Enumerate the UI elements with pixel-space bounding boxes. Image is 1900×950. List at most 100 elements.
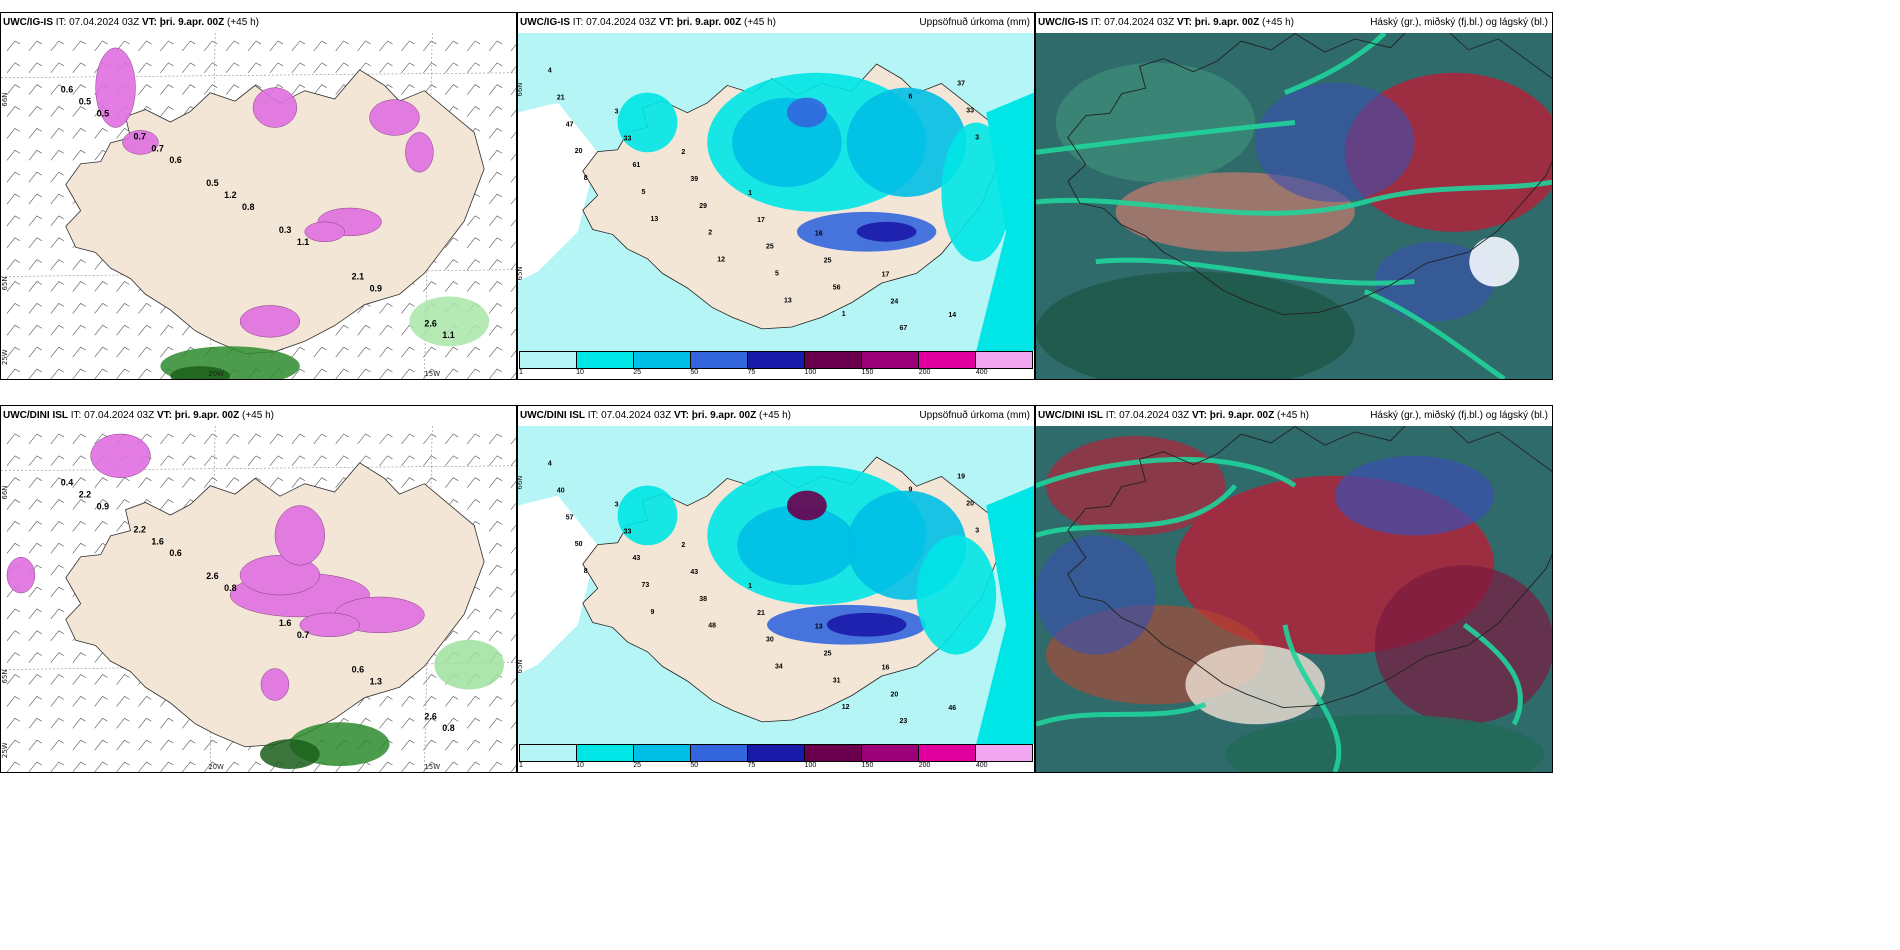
lat-label: 65N	[518, 659, 524, 673]
model-name: UWC/DINI ISL	[520, 410, 585, 421]
precip-value-label: 3	[615, 501, 619, 508]
model-name: UWC/IG-IS	[3, 17, 53, 28]
valid-time: þri. 9.apr. 00Z	[174, 410, 240, 421]
lat-label: 65N	[518, 266, 524, 280]
colorbar-swatch	[577, 352, 634, 368]
precip-value-label: 57	[566, 514, 574, 521]
precip-value-label: 29	[699, 203, 707, 210]
coastline	[1067, 33, 1552, 316]
lat-label: 66N	[518, 83, 524, 97]
snow-value-label: 0.9	[370, 284, 382, 294]
precip-value-label: 9	[908, 487, 912, 494]
coastline	[1067, 426, 1552, 709]
lat-label: 66N	[518, 476, 524, 490]
colorbar-tick: 400	[975, 762, 988, 769]
snow-value-label: 0.6	[61, 85, 73, 95]
precip-value-label: 43	[633, 555, 641, 562]
precip-value-label: 34	[775, 663, 783, 670]
precip-value-label: 13	[784, 297, 792, 304]
model-name: UWC/IG-IS	[520, 17, 570, 28]
colorbar-swatch	[805, 745, 862, 761]
precip-value-label: 67	[900, 325, 908, 332]
snow-value-label: 1.3	[370, 677, 382, 687]
precip-value-label: 38	[699, 596, 707, 603]
precip-value-label: 50	[575, 541, 583, 548]
precip-value-label: 3	[615, 108, 619, 115]
panel-header: UWC/IG-IS IT: 07.04.2024 03Z VT: þri. 9.…	[1, 13, 516, 33]
precip-value-label: 48	[708, 623, 716, 630]
lon-label: 15W	[424, 763, 440, 771]
precip-value-label: 17	[757, 217, 765, 224]
lead-time: (+45 h)	[759, 410, 791, 421]
panel-cloud-row1: UWC/IG-IS IT: 07.04.2024 03Z VT: þri. 9.…	[1035, 12, 1553, 380]
panel-header: UWC/DINI ISL IT: 07.04.2024 03Z VT: þri.…	[1036, 406, 1552, 426]
precip-value-label: 20	[891, 691, 899, 698]
colorbar-tick: 50	[690, 369, 699, 376]
panel-title: Háský (gr.), miðský (fj.bl.) og lágský (…	[1370, 17, 1548, 28]
precip-value-label: 25	[766, 244, 774, 251]
panel-precip-row1: UWC/IG-IS IT: 07.04.2024 03Z VT: þri. 9.…	[517, 12, 1035, 380]
precip-value-label: 61	[633, 162, 641, 169]
precip-value-label: 8	[584, 568, 588, 575]
init-time: IT: 07.04.2024 03Z	[1105, 410, 1190, 421]
precip-value-label: 5	[642, 189, 646, 196]
valid-time-label: VT:	[658, 17, 674, 28]
map-precip: 4 3 2 1 13 16 46 40 33 43 21 25 20 19 57 43 38 30 31 23 20 50…	[518, 426, 1034, 744]
valid-time-label: VT:	[1176, 17, 1192, 28]
colorbar-tick: 1	[519, 369, 523, 376]
valid-time-label: VT:	[673, 410, 689, 421]
snow-value-label: 0.7	[297, 630, 309, 640]
init-time: IT: 07.04.2024 03Z	[55, 17, 140, 28]
snow-value-label: 1.2	[224, 190, 236, 200]
colorbar-tick: 10	[576, 762, 584, 769]
map-precip: 4 3 2 1 16 17 14 21 33 39 17 25 24 37 47 61 29 25 56 67 33 20…	[518, 33, 1034, 351]
precip-value-label: 12	[717, 257, 725, 264]
snow-value-label: 0.8	[442, 723, 454, 733]
map-cloud	[1036, 33, 1552, 379]
precip-value-label: 47	[566, 121, 574, 128]
snow-value-label: 0.4	[61, 478, 73, 488]
snow-value-label: 0.6	[169, 155, 181, 165]
snow-value-label: 0.3	[279, 225, 291, 235]
precip-value-label: 73	[642, 582, 650, 589]
lead-time: (+45 h)	[227, 17, 259, 28]
precip-value-label: 12	[842, 704, 850, 711]
precip-value-label: 33	[966, 108, 974, 115]
panel-header: UWC/DINI ISL IT: 07.04.2024 03Z VT: þri.…	[1, 406, 516, 426]
precip-value-label: 31	[833, 677, 841, 684]
precip-value-label: 46	[948, 705, 956, 712]
colorbar-tick: 25	[633, 762, 642, 769]
colorbar-swatch	[520, 745, 577, 761]
snow-value-label: 2.1	[352, 272, 364, 282]
precip-value-label: 19	[957, 474, 965, 481]
colorbar-swatch	[748, 352, 805, 368]
lon-label: 20W	[208, 763, 224, 771]
init-time: IT: 07.04.2024 03Z	[70, 410, 155, 421]
map-cloud	[1036, 426, 1552, 772]
precip-value-label: 6	[908, 94, 912, 101]
precip-colorbar: 1 10 25 50 75 100 150 200 400	[519, 744, 1033, 770]
model-name: UWC/DINI ISL	[3, 410, 68, 421]
panel-snow-row1: UWC/IG-IS IT: 07.04.2024 03Z VT: þri. 9.…	[0, 12, 517, 380]
precip-value-label: 40	[557, 488, 565, 495]
panel-title: Háský (gr.), miðský (fj.bl.) og lágský (…	[1370, 410, 1548, 421]
precip-value-label: 13	[650, 216, 658, 223]
lon-label: 15W	[424, 370, 440, 378]
valid-time: þri. 9.apr. 00Z	[676, 17, 742, 28]
lat-label: 65N	[1, 276, 9, 290]
colorbar-tick: 100	[804, 762, 817, 769]
init-time: IT: 07.04.2024 03Z	[572, 17, 657, 28]
snow-value-label: 0.6	[169, 548, 181, 558]
colorbar-swatch	[634, 745, 691, 761]
precip-value-label: 43	[690, 569, 698, 576]
colorbar-tick: 400	[975, 369, 988, 376]
iceland-land	[65, 69, 485, 355]
lon-label: 25W	[1, 349, 9, 365]
colorbar-swatch	[862, 745, 919, 761]
colorbar-swatch	[976, 352, 1032, 368]
precip-value-label: 20	[966, 501, 974, 508]
lead-time: (+45 h)	[744, 17, 776, 28]
precip-value-label: 4	[548, 68, 552, 75]
precip-value-label: 25	[824, 258, 832, 265]
precip-value-label: 33	[624, 135, 632, 142]
